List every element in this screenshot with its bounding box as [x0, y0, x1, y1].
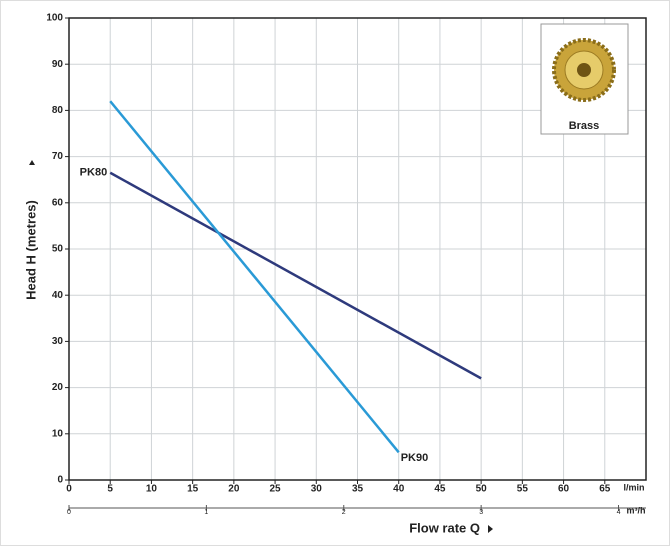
x-tick-label: 25 [270, 484, 282, 495]
x-tick-label: 65 [599, 484, 611, 495]
x-tick-label: 60 [558, 484, 570, 495]
x2-tick-label: 1 [204, 509, 208, 516]
x-tick-label: 15 [187, 484, 199, 495]
x-tick-label: 0 [66, 484, 72, 495]
x-tick-label: 5 [107, 484, 113, 495]
y-axis-title: Head H (metres) [23, 200, 38, 300]
series-line [109, 100, 400, 454]
image-label: Brass [569, 120, 600, 132]
y-tick-label: 90 [52, 59, 64, 70]
y-tick-label: 20 [52, 382, 64, 393]
x-title-arrow [488, 525, 493, 533]
x-tick-label: 40 [393, 484, 405, 495]
y-tick-label: 10 [52, 428, 64, 439]
series-label: PK90 [401, 452, 429, 464]
product-image: Brass [540, 23, 629, 135]
x-axis-title: Flow rate Q [409, 520, 480, 535]
x2-tick-label: 4 [617, 509, 621, 516]
x2-tick-label: 2 [342, 509, 346, 516]
x-tick-label: 20 [228, 484, 240, 495]
x2-tick-label: 3 [479, 509, 483, 516]
x-unit: l/min [623, 482, 644, 492]
y-tick-label: 80 [52, 105, 64, 116]
series-line [109, 171, 482, 380]
y-tick-label: 40 [52, 290, 64, 301]
y-tick-label: 50 [52, 244, 64, 255]
x2-unit: m³/h [627, 505, 646, 515]
impeller-hole [577, 63, 591, 77]
y-tick-label: 70 [52, 151, 64, 162]
plot-border [68, 17, 647, 481]
y-tick-label: 30 [52, 336, 64, 347]
x-tick-label: 30 [311, 484, 323, 495]
y-tick-label: 60 [52, 197, 64, 208]
series-label: PK80 [80, 167, 108, 179]
x-tick-label: 35 [352, 484, 364, 495]
y-tick-label: 100 [46, 13, 63, 24]
x-tick-label: 10 [146, 484, 158, 495]
x-tick-label: 55 [517, 484, 529, 495]
y-title-arrow [29, 160, 35, 165]
y-tick-label: 0 [57, 475, 63, 486]
x2-tick-label: 0 [67, 509, 71, 516]
x-tick-label: 50 [476, 484, 488, 495]
x-tick-label: 45 [434, 484, 446, 495]
